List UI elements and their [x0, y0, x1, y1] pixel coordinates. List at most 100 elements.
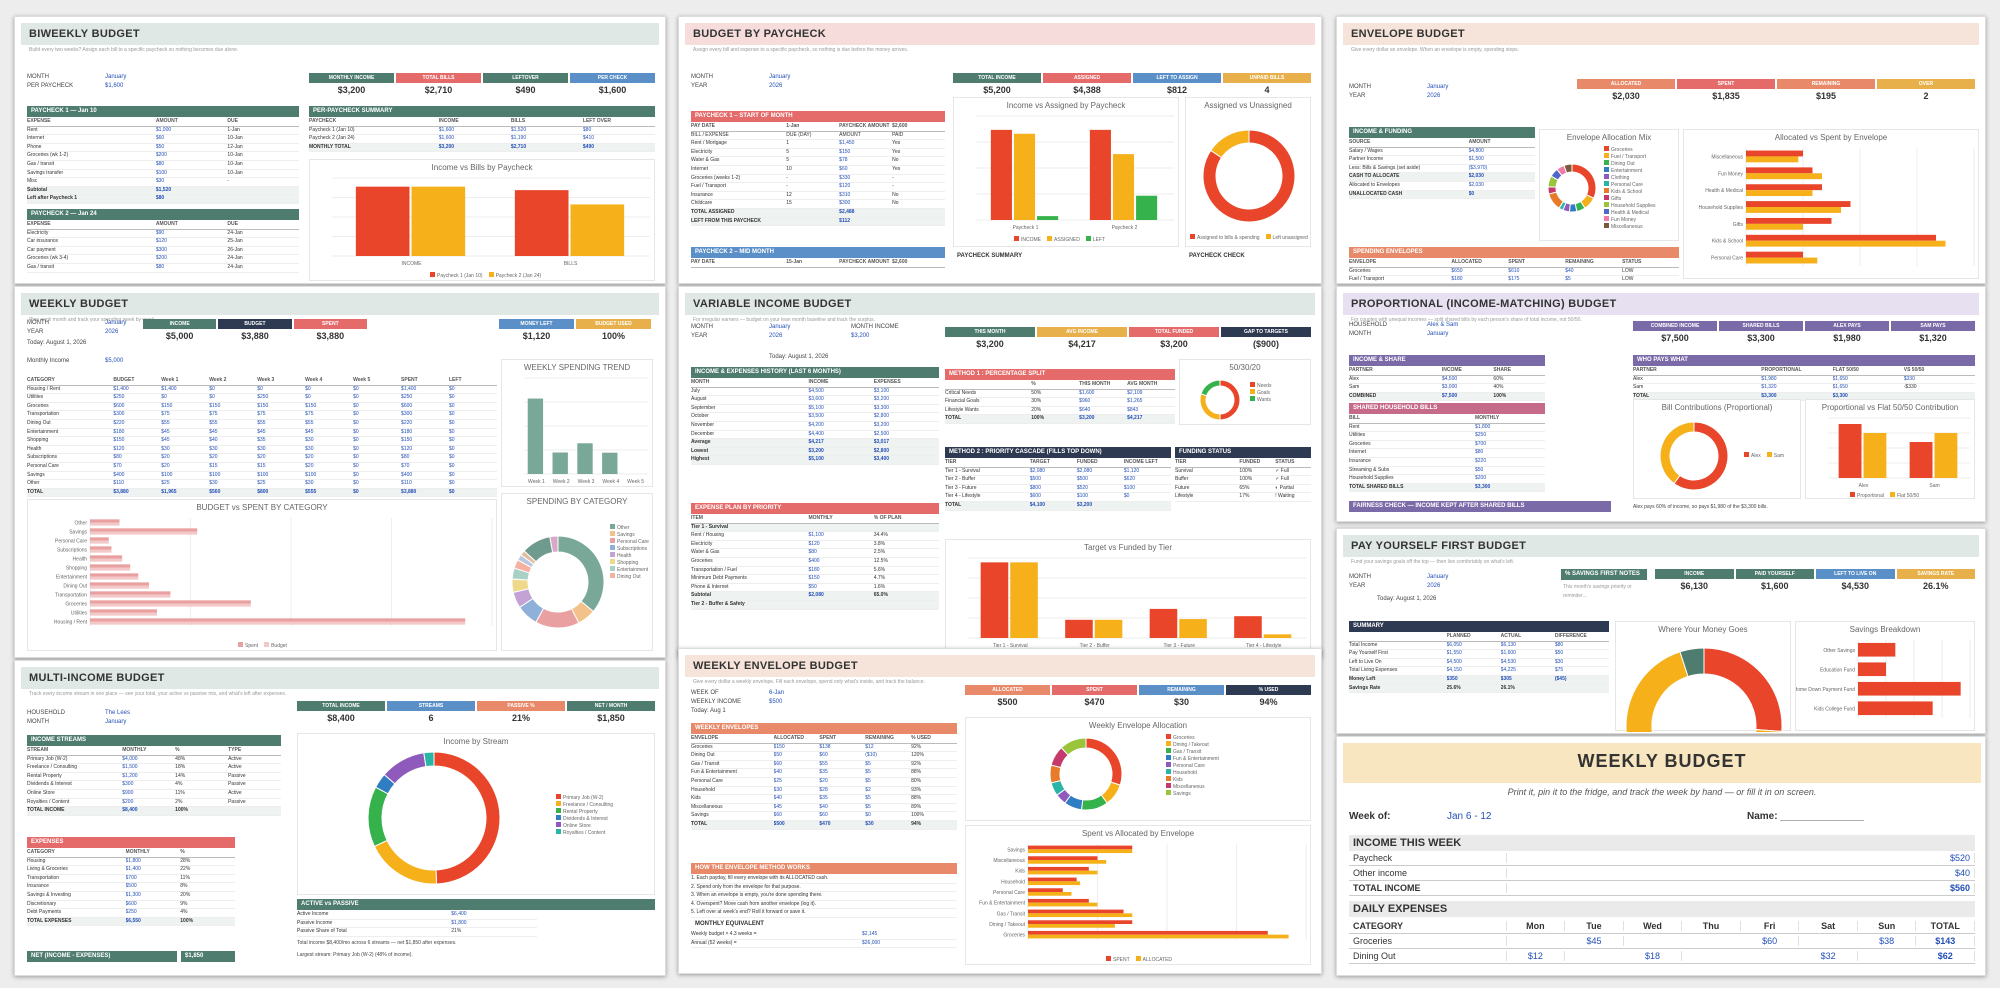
bar: [1838, 424, 1862, 478]
kpi-value: $195: [1815, 91, 1837, 101]
meta-value[interactable]: 6-Jan: [769, 690, 785, 696]
table-row: Entertainment $180 $45 $45 $45 $45 $0 $180 $0: [27, 429, 497, 438]
section-header: PER-PAYCHECK SUMMARY: [309, 106, 655, 117]
meta-value[interactable]: 2026: [769, 333, 783, 339]
table-header: PAYCHECK INCOME BILLS LEFT OVER: [309, 118, 655, 127]
table-cell: Utilities: [1349, 432, 1366, 439]
legend-swatch: [264, 642, 270, 647]
meta-value[interactable]: January: [105, 719, 127, 725]
meta-value[interactable]: January: [769, 324, 791, 330]
expense-cell[interactable]: $60: [1741, 936, 1800, 946]
table-cell: $0: [353, 445, 359, 452]
kpi-card: TOTAL INCOME $8,400: [297, 701, 385, 723]
meta-value[interactable]: 2026: [1427, 93, 1441, 99]
meta-value[interactable]: $1,600: [105, 83, 124, 89]
table-cell: -: [786, 183, 788, 190]
kpi-value: $30: [1173, 697, 1190, 707]
column-header: TOTAL: [1916, 921, 1976, 931]
expense-cell[interactable]: $45: [1565, 936, 1624, 946]
meta-value[interactable]: Alex & Sam: [1427, 322, 1459, 328]
meta-value[interactable]: 2026: [769, 83, 783, 89]
table-cell: 4%: [180, 909, 188, 916]
table-cell: $150: [839, 148, 851, 155]
kpi-label: MONEY LEFT: [499, 319, 574, 329]
table-cell: $960: [1079, 398, 1091, 405]
table-header: PLANNED ACTUAL DIFFERENCE: [1349, 633, 1609, 642]
table-cell: $5: [1565, 276, 1571, 283]
meta-value[interactable]: January: [105, 320, 127, 326]
table-cell: Debt Payments: [27, 909, 62, 916]
table-cell: $1,100: [808, 532, 824, 539]
expense-cell[interactable]: $12: [1507, 951, 1566, 961]
notes-field[interactable]: This month's savings priority or reminde…: [1563, 584, 1632, 599]
today-label: Today: August 1, 2026: [27, 340, 87, 346]
table-cell: $400: [113, 471, 125, 478]
kpi-card: AVG INCOME $4,217: [1037, 327, 1127, 349]
legend-swatch: [1744, 452, 1749, 457]
expense-cell[interactable]: $32: [1799, 951, 1858, 961]
kpi-value: $5,200: [983, 85, 1011, 95]
chart-title: Savings Breakdown: [1849, 625, 1921, 634]
table-cell: Misc: [27, 178, 38, 185]
table-cell: 4%: [175, 781, 183, 788]
category-label: Savings: [1007, 847, 1025, 853]
tile-variable: VARIABLE INCOME BUDGET For irregular earn…: [678, 286, 1322, 658]
income-value[interactable]: $560: [1916, 883, 1976, 893]
bar: [90, 546, 112, 550]
meta-row: YEAR 2026: [691, 82, 790, 91]
bar: [514, 190, 569, 256]
base-income: MONTH INCOME $3,200: [851, 323, 899, 341]
meta-value[interactable]: $5,000: [105, 358, 124, 364]
table-row: Groceries $600 $150 $150 $150 $150 $0 $600 $0: [27, 403, 497, 412]
table-cell: $1,450: [839, 140, 855, 147]
table-cell: $470: [819, 820, 831, 827]
kpi-label: ALLOCATED: [965, 685, 1050, 695]
table-cell: Subtotal: [27, 186, 47, 193]
meta-value[interactable]: The Lees: [105, 710, 131, 716]
base-value[interactable]: $3,200: [851, 333, 870, 339]
table-cell: $0: [353, 480, 359, 487]
table-cell: 9%: [180, 900, 188, 907]
expense-cell[interactable]: $62: [1916, 951, 1976, 961]
table-cell: $55: [257, 419, 266, 426]
expense-cell[interactable]: $38: [1858, 936, 1917, 946]
table-cell: $50: [1554, 650, 1564, 657]
table-cell: $4,800: [1468, 147, 1484, 154]
legend-swatch: [1166, 762, 1171, 767]
bar: [1746, 251, 1803, 258]
expense-cell[interactable]: $143: [1916, 936, 1976, 946]
income-value[interactable]: $40: [1916, 868, 1976, 878]
donut-chart-svg: [367, 751, 501, 885]
meta-value[interactable]: January: [769, 74, 791, 80]
section-header: PAYCHECK 1 — Jan 10: [27, 106, 299, 117]
table-cell: $50: [1475, 466, 1484, 473]
bar: [90, 603, 251, 607]
table-row: Survival 100% ✓ Full: [1175, 468, 1311, 477]
column-header: MONTH: [691, 379, 710, 385]
bar: [1028, 856, 1098, 860]
table-cell: $3,300: [1475, 483, 1491, 490]
table-cell: 1-Jan: [227, 126, 240, 133]
name-field[interactable]: Name: _______________: [1747, 811, 1864, 822]
legend-item: Dining Out: [610, 573, 649, 580]
meta-value[interactable]: 2026: [1427, 583, 1441, 589]
table-cell: Savings: [691, 812, 709, 819]
meta-value[interactable]: January: [105, 74, 127, 80]
meta-value[interactable]: $500: [769, 699, 783, 705]
week-value[interactable]: Jan 6 - 12: [1447, 811, 1492, 822]
meta-value[interactable]: January: [1427, 574, 1449, 580]
kpi-strip: INCOME $6,130 PAID YOURSELF $1,600 LEFT TO L…: [1655, 569, 1975, 591]
meta-value[interactable]: January: [1427, 331, 1449, 337]
donut-chart-svg: [511, 535, 605, 629]
instruction-step: 1. Each payday, fill every envelope with…: [691, 875, 957, 884]
income-value[interactable]: $520: [1916, 853, 1976, 863]
meta-value[interactable]: 2026: [105, 329, 119, 335]
meta-value[interactable]: January: [1427, 84, 1449, 90]
table-cell: 5: [786, 157, 790, 164]
legend-item: Household Supplies: [1604, 202, 1655, 209]
expense-cell[interactable]: $18: [1624, 951, 1683, 961]
table-cell: $80: [155, 160, 165, 167]
table-cell: Kids: [691, 795, 701, 802]
table-cell: $40: [773, 795, 782, 802]
table-cell: $555: [305, 488, 317, 495]
